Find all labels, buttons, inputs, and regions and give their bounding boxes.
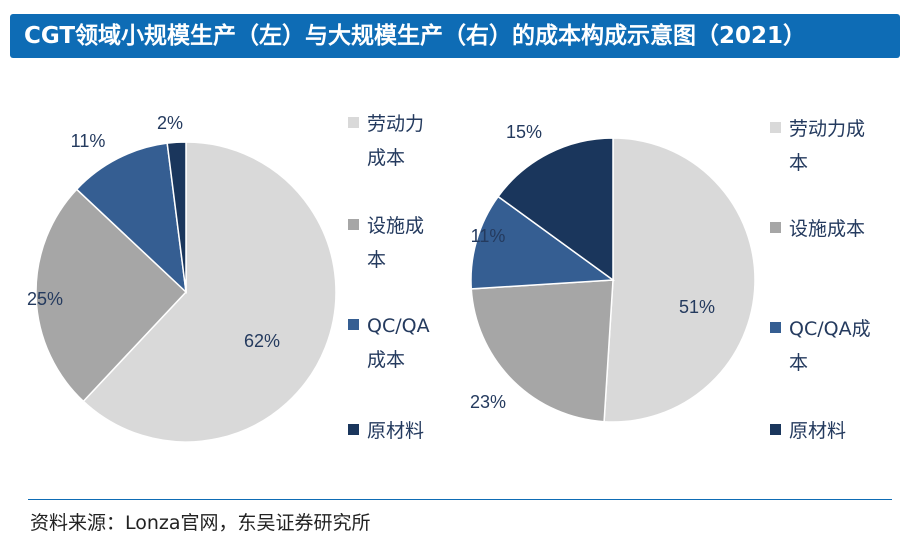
right-pie-slice-facility-cost	[470, 279, 614, 423]
legend-swatch	[348, 117, 359, 128]
right-legend-item-qcqa-cost: QC/QA成本	[770, 312, 871, 380]
legend-label: 设施成本	[789, 218, 866, 240]
legend-swatch	[770, 222, 781, 233]
left-data-label-facility-cost: 25%	[27, 289, 63, 309]
legend-label-line: 原材料	[770, 414, 846, 448]
legend-label-line: 劳动力	[348, 107, 424, 141]
legend-swatch	[348, 319, 359, 330]
legend-label-line: 原材料	[348, 414, 424, 448]
right-pie-slice-labor-cost	[603, 137, 756, 423]
left-pie-slice-facility-cost	[35, 188, 188, 403]
legend-swatch	[348, 219, 359, 230]
legend-label: QC/QA成	[789, 318, 871, 340]
right-legend-item-labor-cost: 劳动力成本	[770, 112, 865, 180]
legend-label: QC/QA	[367, 315, 430, 337]
left-legend-item-facility-cost: 设施成本	[348, 209, 424, 277]
legend-label: 成本	[367, 147, 406, 169]
legend-swatch	[348, 424, 359, 435]
left-legend-item-qcqa-cost: QC/QA 成本	[348, 309, 430, 377]
legend-swatch	[770, 322, 781, 333]
right-data-label-facility-cost: 23%	[470, 392, 506, 412]
legend-label: 本	[789, 352, 809, 374]
left-data-label-labor-cost: 62%	[244, 331, 280, 351]
legend-label: 本	[367, 249, 387, 271]
left-pie-slice-material-cost	[166, 141, 187, 293]
legend-label: 劳动力	[367, 113, 425, 135]
legend-label-line: 本	[770, 346, 871, 380]
left-data-label-qcqa-cost: 11%	[71, 131, 106, 151]
legend-label: 劳动力成	[789, 118, 866, 140]
legend-label-line: 本	[770, 146, 865, 180]
legend-label-line: 成本	[348, 141, 424, 175]
legend-left: 劳动力 成本 设施成本 QC/QA 成本 原材料	[348, 0, 448, 537]
source-note: 资料来源：Lonza官网，东吴证券研究所	[30, 512, 371, 534]
left-data-label-material-cost: 2%	[157, 113, 183, 133]
legend-label-line: 设施成本	[770, 212, 865, 246]
legend-label: 本	[789, 152, 809, 174]
right-legend-item-material-cost: 原材料	[770, 414, 846, 448]
legend-label: 原材料	[789, 420, 847, 442]
legend-label: 成本	[367, 349, 406, 371]
legend-swatch	[770, 424, 781, 435]
legend-label-line: QC/QA成	[770, 312, 871, 346]
footer-divider	[28, 499, 892, 500]
left-legend-item-material-cost: 原材料	[348, 414, 424, 448]
right-data-label-material-cost: 15%	[506, 122, 542, 142]
right-legend-item-facility-cost: 设施成本	[770, 212, 865, 246]
left-pie-slice-qcqa-cost	[75, 142, 188, 294]
right-pie-slice-material-cost	[497, 137, 614, 282]
legend-label-line: 成本	[348, 343, 430, 377]
legend-label-line: 劳动力成	[770, 112, 865, 146]
left-legend-item-labor-cost: 劳动力 成本	[348, 107, 424, 175]
page-title: CGT领域小规模生产（左）与大规模生产（右）的成本构成示意图（2021）	[24, 23, 807, 49]
left-pie-slice-labor-cost	[82, 141, 337, 443]
title-bar: CGT领域小规模生产（左）与大规模生产（右）的成本构成示意图（2021）	[10, 14, 900, 58]
legend-label-line: 设施成	[348, 209, 424, 243]
legend-label: 原材料	[367, 420, 425, 442]
legend-label: 设施成	[367, 215, 425, 237]
legend-swatch	[770, 122, 781, 133]
legend-label-line: 本	[348, 243, 424, 277]
legend-label-line: QC/QA	[348, 309, 430, 343]
right-data-label-labor-cost: 51%	[679, 297, 715, 317]
legend-right: 劳动力成本设施成本 QC/QA成本原材料	[770, 0, 910, 537]
right-data-label-qcqa-cost: 11%	[471, 226, 506, 246]
right-pie-slice-qcqa-cost	[470, 195, 616, 290]
